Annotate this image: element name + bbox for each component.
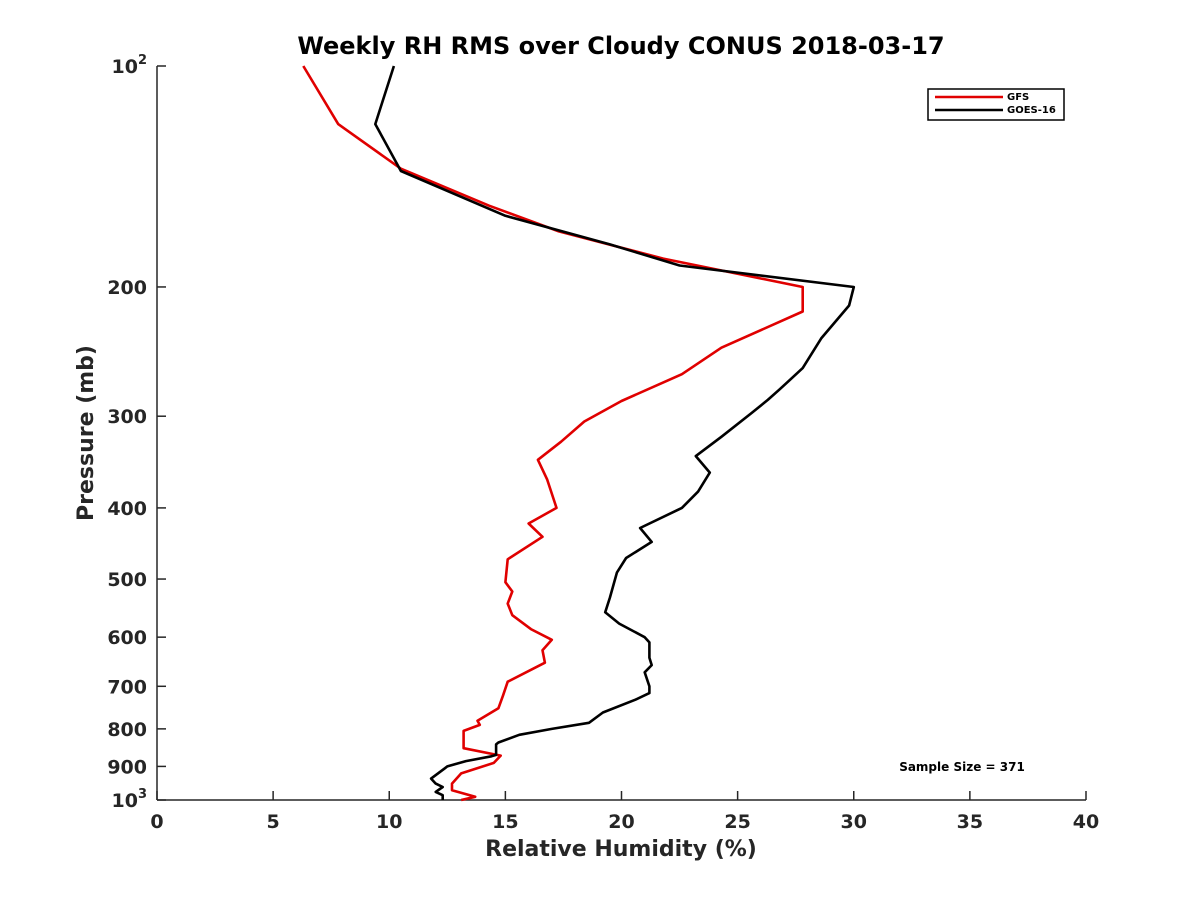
y-tick-label-800: 800 [107,719,147,741]
y-tick-label-1000: 103 [112,787,148,812]
x-axis-ticks: 0 5 10 15 20 25 30 35 40 [150,791,1099,833]
y-tick-base: 300 [107,406,147,428]
y-tick-label-600: 600 [107,627,147,649]
y-tick-base: 400 [107,498,147,520]
y-tick-exponent: 3 [138,787,147,802]
y-tick-label-400: 400 [107,498,147,520]
legend-box [927,88,1065,121]
x-tick-label-20: 20 [608,811,634,833]
sample-size-annotation: Sample Size = 371 [899,760,1025,774]
y-tick-base: 600 [107,627,147,649]
series-line-gfs [302,65,805,802]
x-tick-label-25: 25 [724,811,750,833]
x-tick-label-15: 15 [492,811,518,833]
series-line-goes16 [373,65,856,800]
y-tick-label-200: 200 [107,277,147,299]
y-tick-base: 200 [107,277,147,299]
y-tick-label-300: 300 [107,406,147,428]
y-tick-label-500: 500 [107,569,147,591]
y-tick-base: 800 [107,719,147,741]
x-tick-label-5: 5 [267,811,280,833]
x-tick-label-0: 0 [150,811,163,833]
y-tick-base: 500 [107,569,147,591]
x-tick-label-40: 40 [1073,811,1099,833]
x-tick-label-30: 30 [841,811,867,833]
y-tick-exponent: 2 [138,53,147,68]
legend-label-goes16: GOES-16 [1007,105,1056,116]
y-tick-base: 10 [112,790,138,812]
x-tick-label-35: 35 [957,811,983,833]
y-tick-label-900: 900 [107,756,147,778]
x-axis-label: Relative Humidity (%) [485,837,757,862]
y-tick-base: 700 [107,676,147,698]
y-tick-base: 10 [112,56,138,78]
y-tick-label-100: 102 [112,53,148,78]
chart-title: Weekly RH RMS over Cloudy CONUS 2018-03-… [297,32,944,60]
y-tick-base: 900 [107,756,147,778]
legend: GFS GOES-16 [927,88,1065,121]
x-tick-label-10: 10 [376,811,402,833]
y-axis-label: Pressure (mb) [74,345,99,521]
y-tick-label-700: 700 [107,676,147,698]
legend-label-gfs: GFS [1007,92,1029,103]
series-layer [302,65,856,802]
